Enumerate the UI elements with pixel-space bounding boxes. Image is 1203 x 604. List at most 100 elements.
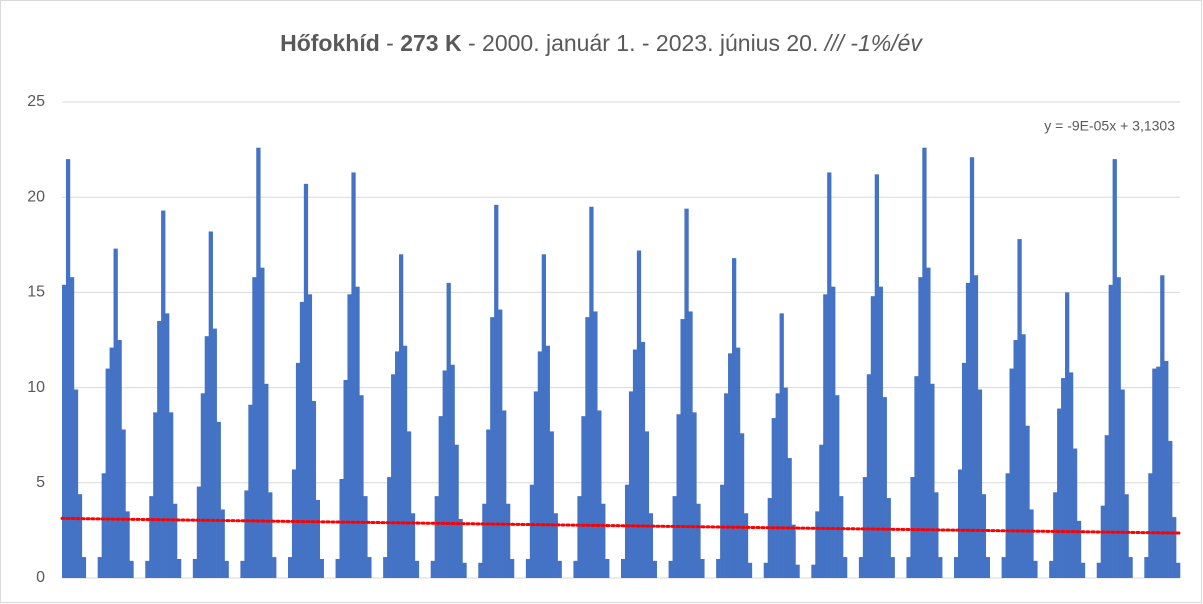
bar	[97, 557, 102, 578]
bar	[1076, 520, 1082, 578]
bar	[985, 557, 991, 578]
bar	[977, 389, 983, 578]
bar	[169, 412, 174, 578]
bar	[922, 147, 927, 579]
bar	[398, 254, 404, 578]
bar	[1148, 473, 1153, 578]
bar	[1057, 408, 1062, 578]
bar	[775, 393, 780, 578]
bar	[910, 477, 915, 578]
bar	[676, 414, 681, 578]
bar	[434, 496, 439, 578]
bar	[1080, 562, 1086, 578]
bar	[858, 557, 864, 578]
bar	[791, 524, 796, 578]
bar	[1120, 389, 1125, 578]
bar	[724, 393, 729, 578]
bar	[196, 486, 202, 578]
bar	[1009, 368, 1014, 578]
bar	[173, 503, 178, 578]
bar	[862, 477, 868, 578]
bar	[843, 557, 848, 578]
bar	[839, 496, 844, 578]
bar	[672, 496, 677, 578]
bar	[553, 513, 558, 578]
bar	[1160, 275, 1165, 578]
y-tick-label: 5	[36, 474, 45, 491]
bar	[490, 317, 495, 578]
bar	[224, 560, 229, 578]
bar	[1005, 473, 1010, 578]
bar	[644, 431, 650, 578]
bar	[720, 484, 725, 578]
bar	[549, 431, 554, 578]
bar	[1021, 334, 1026, 578]
bar	[1100, 505, 1105, 578]
bar	[291, 469, 297, 578]
bar	[700, 558, 705, 578]
bar	[367, 557, 372, 578]
bar	[208, 231, 213, 579]
bar	[129, 560, 134, 578]
bar	[204, 336, 209, 578]
bar	[509, 558, 515, 578]
bar	[632, 349, 638, 578]
bar	[319, 558, 324, 578]
bar	[264, 383, 269, 578]
bar	[763, 562, 768, 578]
bar	[1033, 560, 1038, 578]
bar	[1096, 562, 1102, 578]
bar	[815, 511, 820, 578]
bar	[307, 294, 313, 578]
bar	[351, 172, 356, 578]
bar	[1152, 368, 1157, 578]
trendline	[60, 516, 1182, 535]
bar	[878, 286, 883, 578]
bar	[823, 294, 828, 578]
trendline-equation: y = -9E-05x + 3,1303	[1044, 118, 1175, 134]
bar	[363, 496, 368, 578]
bar	[954, 557, 959, 578]
bar	[965, 282, 971, 578]
bar	[533, 391, 539, 578]
bar	[260, 267, 265, 578]
bar	[315, 499, 320, 578]
bar	[1176, 562, 1181, 578]
bar	[1164, 360, 1169, 578]
bar	[450, 364, 455, 578]
bar	[973, 275, 979, 578]
chart-title: Hőfokhíd - 273 K - 2000. január 1. - 202…	[280, 30, 923, 56]
bar	[414, 560, 420, 578]
bar	[1029, 509, 1034, 578]
bar	[161, 210, 166, 578]
bar	[1061, 378, 1066, 578]
bar	[961, 362, 967, 578]
bar	[454, 444, 459, 578]
bar	[402, 345, 408, 578]
bar	[387, 477, 392, 578]
bar	[240, 560, 245, 578]
bar	[1116, 277, 1121, 578]
bar	[735, 347, 741, 578]
bar	[220, 509, 225, 578]
bar	[747, 562, 753, 578]
bar	[696, 503, 701, 578]
bar	[442, 370, 447, 578]
bar	[1124, 494, 1129, 578]
bar	[176, 558, 182, 578]
bar	[577, 496, 582, 578]
bar	[391, 374, 396, 578]
bar	[529, 484, 535, 578]
bar	[335, 558, 340, 578]
bar	[767, 498, 772, 578]
bar	[589, 206, 594, 578]
bar	[69, 277, 75, 578]
bar	[545, 345, 550, 578]
bar	[359, 395, 364, 578]
bar	[866, 374, 872, 578]
bar	[739, 433, 745, 578]
bar	[446, 282, 451, 578]
bar	[1068, 372, 1074, 578]
bar	[914, 376, 919, 578]
